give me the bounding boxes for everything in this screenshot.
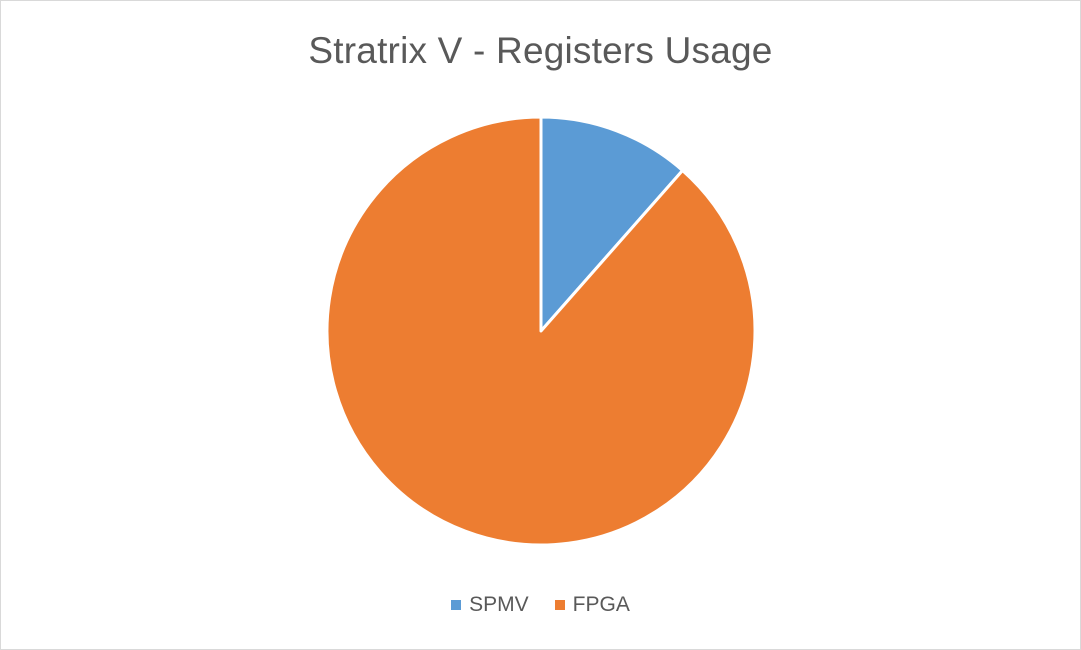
pie-slice-fpga [325, 115, 757, 547]
pie-slice-spmv [539, 115, 685, 333]
legend-label-spmv: SPMV [469, 593, 529, 616]
chart-title: Stratrix V - Registers Usage [308, 30, 773, 71]
legend-swatch-spmv [451, 600, 462, 610]
legend-label-fpga: FPGA [572, 593, 630, 616]
pie-slices [325, 115, 757, 547]
legend-item-spmv: SPMV [451, 593, 529, 617]
legend-item-fpga: FPGA [554, 593, 630, 617]
legend-swatch-fpga [554, 600, 565, 610]
legend: SPMV FPGA [1, 593, 1080, 617]
